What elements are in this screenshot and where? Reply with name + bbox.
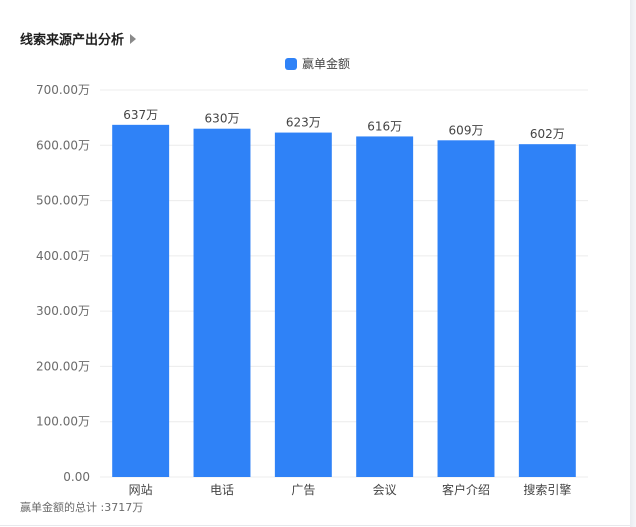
data-label: 637万: [123, 108, 158, 122]
data-label: 609万: [449, 123, 484, 137]
x-tick-label: 客户介绍: [442, 482, 490, 497]
legend-label: 赢单金额: [302, 57, 351, 71]
x-tick-label: 搜索引擎: [523, 482, 571, 497]
bar: [193, 128, 251, 477]
legend[interactable]: 赢单金额: [285, 55, 350, 72]
y-tick-label: 0.00: [63, 470, 90, 484]
bar: [356, 136, 414, 477]
bar: [112, 124, 170, 477]
panel-edge: [630, 0, 636, 527]
data-label: 630万: [205, 112, 240, 126]
bar: [518, 144, 576, 477]
data-label: 623万: [286, 116, 321, 130]
total-summary: 赢单金额的总计 :3717万: [20, 501, 144, 514]
x-tick-label: 会议: [373, 483, 397, 497]
y-tick-label: 400.00万: [36, 249, 90, 263]
x-tick-label: 电话: [210, 483, 234, 497]
data-label: 616万: [367, 119, 402, 133]
x-tick-label: 网站: [129, 483, 153, 497]
y-tick-label: 500.00万: [36, 194, 90, 208]
title-bar: 线索来源产出分析: [20, 28, 137, 48]
chart-title: 线索来源产出分析: [20, 32, 125, 48]
x-tick-label: 广告: [291, 483, 315, 497]
bar: [274, 132, 332, 477]
y-tick-label: 300.00万: [36, 304, 90, 318]
y-tick-label: 700.00万: [36, 83, 90, 97]
legend-swatch: [285, 57, 297, 70]
y-tick-label: 600.00万: [36, 138, 90, 152]
data-label: 602万: [530, 127, 565, 141]
bar-chart: 0.00 100.00万 200.00万 300.00万 400.00万 500.00万 6…: [36, 83, 588, 497]
y-tick-label: 100.00万: [36, 415, 90, 429]
y-tick-label: 200.00万: [36, 359, 90, 373]
expand-caret-icon[interactable]: [130, 33, 137, 44]
bar: [437, 140, 495, 477]
